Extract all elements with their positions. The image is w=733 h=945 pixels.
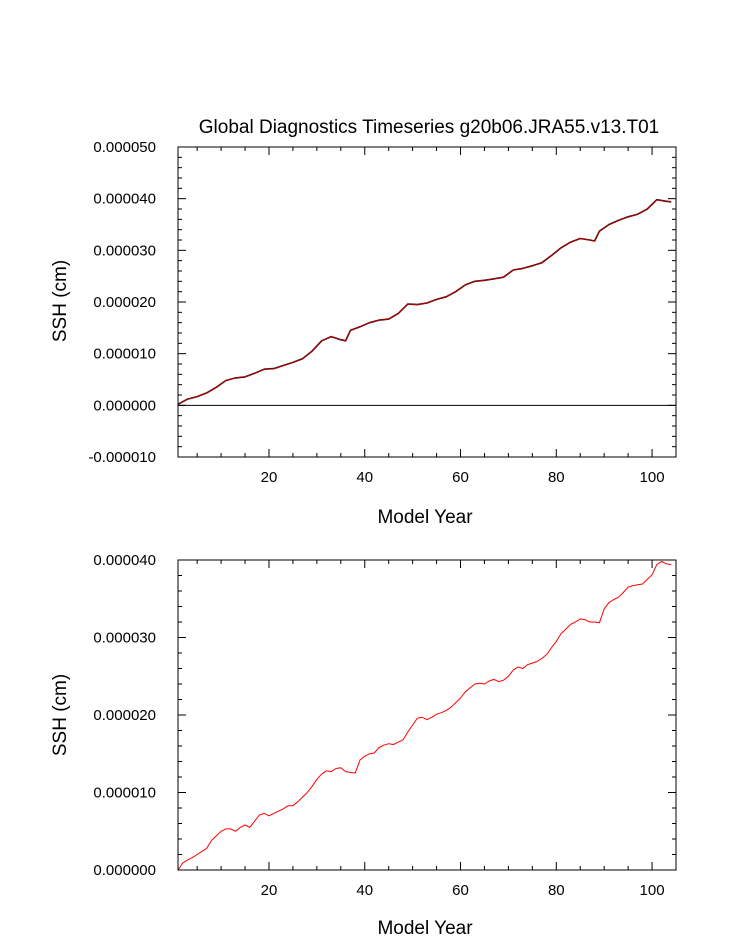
top-y-tick-label: -0.000010 xyxy=(88,449,156,466)
bottom-y-axis-title: SSH (cm) xyxy=(50,674,71,756)
top-axes-layer: 20 40 60 80 100 -0.000010 0.000000 0.000010 0.00… xyxy=(88,139,677,486)
top-plot-frame xyxy=(177,146,677,458)
top-x-tick-label: 20 xyxy=(261,469,278,486)
top-x-tick-label: 40 xyxy=(356,469,373,486)
bottom-x-axis-title: Model Year xyxy=(377,918,473,939)
bottom-x-tick-label: 80 xyxy=(548,882,565,899)
top-y-tick-label: 0.000050 xyxy=(93,139,156,156)
top-y-tick-label: 0.000020 xyxy=(93,294,156,311)
top-series-line-2 xyxy=(177,199,672,405)
top-y-axis-title: SSH (cm) xyxy=(50,260,71,342)
bottom-y-tick-label: 0.000010 xyxy=(93,785,156,802)
bottom-y-tick-label: 0.000020 xyxy=(93,707,156,724)
top-y-tick-label: 0.000030 xyxy=(93,242,156,259)
bottom-y-tick-label: 0.000000 xyxy=(93,862,156,879)
top-y-tick-label: 0.000000 xyxy=(93,397,156,414)
bottom-y-tick-label: 0.000040 xyxy=(93,552,156,569)
bottom-axes-layer: 20 40 60 80 100 0.000000 0.000010 0.000020 0.000… xyxy=(93,552,677,899)
top-x-tick-label: 100 xyxy=(640,469,665,486)
bottom-x-tick-label: 60 xyxy=(452,882,469,899)
bottom-y-tick-label: 0.000030 xyxy=(93,630,156,647)
bottom-series-line-1 xyxy=(177,561,672,871)
top-x-tick-label: 60 xyxy=(452,469,469,486)
bottom-x-tick-label: 100 xyxy=(640,882,665,899)
chart-title: Global Diagnostics Timeseries g20b06.JRA… xyxy=(199,117,659,138)
bottom-x-tick-label: 40 xyxy=(356,882,373,899)
top-series-layer xyxy=(177,198,676,406)
top-y-tick-label: 0.000010 xyxy=(93,346,156,363)
bottom-chart: 20 40 60 80 100 0.000000 0.000010 0.000020 0.000… xyxy=(50,552,677,939)
top-series-line-1 xyxy=(177,198,672,406)
top-x-tick-label: 80 xyxy=(548,469,565,486)
bottom-series-layer xyxy=(177,561,672,871)
top-x-axis-title: Model Year xyxy=(377,507,473,528)
top-y-tick-label: 0.000040 xyxy=(93,191,156,208)
top-chart: Global Diagnostics Timeseries g20b06.JRA… xyxy=(50,117,677,528)
bottom-x-tick-label: 20 xyxy=(261,882,278,899)
